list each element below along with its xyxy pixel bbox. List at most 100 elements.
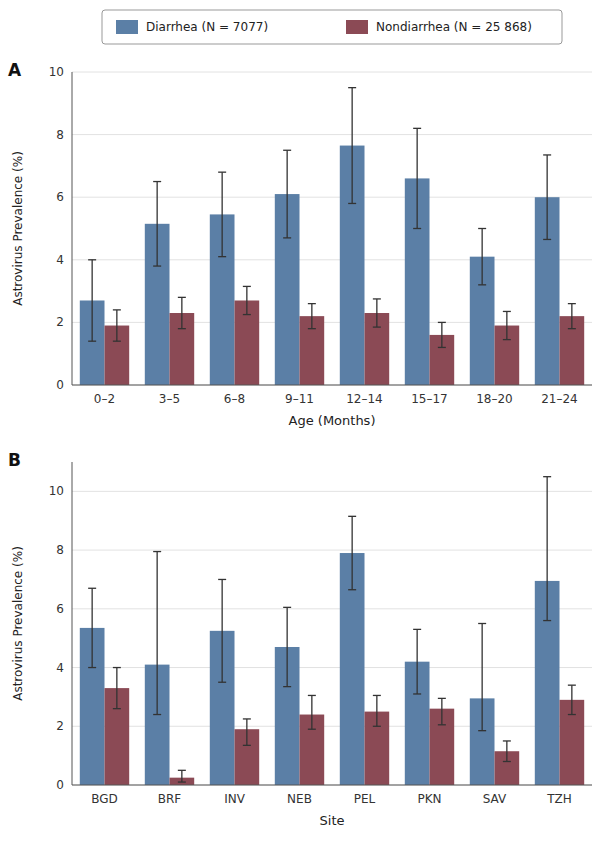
y-tick-label: 0 <box>56 378 64 392</box>
error-stem <box>376 299 377 327</box>
legend-box <box>102 10 562 44</box>
x-tick-label: 18–20 <box>476 392 513 406</box>
y-tick-label: 2 <box>56 315 64 329</box>
x-tick-label: 15–17 <box>411 392 448 406</box>
y-tick-label: 4 <box>56 661 64 675</box>
x-tick-label: INV <box>224 792 246 806</box>
y-tick-label: 10 <box>49 484 64 498</box>
y-tick-label: 2 <box>56 719 64 733</box>
x-tick-label: 9–11 <box>285 392 314 406</box>
error-cap <box>568 714 576 715</box>
panel-label: A <box>8 60 22 80</box>
error-stem <box>181 297 182 328</box>
error-stem <box>156 182 157 267</box>
error-bar <box>348 88 356 204</box>
x-tick-label: PKN <box>417 792 441 806</box>
error-stem <box>92 260 93 341</box>
grid-line <box>72 134 592 135</box>
error-stem <box>92 588 93 667</box>
legend-swatch <box>346 20 368 34</box>
error-stem <box>481 229 482 285</box>
error-cap <box>438 724 446 725</box>
error-stem <box>416 128 417 228</box>
error-cap <box>243 286 251 287</box>
error-cap <box>178 770 186 771</box>
error-cap <box>218 682 226 683</box>
error-bar <box>568 685 576 714</box>
error-cap <box>348 87 356 88</box>
panel: B0246810BGDBRFINVNEBPELPKNSAVTZHSiteAstr… <box>8 450 592 828</box>
error-cap <box>218 172 226 173</box>
error-cap <box>308 729 316 730</box>
error-cap <box>113 708 121 709</box>
error-stem <box>506 311 507 339</box>
y-tick-label: 10 <box>49 65 64 79</box>
error-bar <box>88 260 96 341</box>
error-stem <box>311 304 312 329</box>
error-stem <box>246 286 247 314</box>
error-cap <box>88 588 96 589</box>
grid-line <box>72 491 592 492</box>
error-cap <box>308 328 316 329</box>
error-cap <box>413 693 421 694</box>
error-cap <box>413 629 421 630</box>
x-tick-label: BGD <box>91 792 118 806</box>
marks <box>80 88 584 385</box>
error-stem <box>376 695 377 726</box>
error-cap <box>568 328 576 329</box>
error-stem <box>181 770 182 782</box>
legend-swatch <box>116 20 138 34</box>
error-bar <box>373 695 381 726</box>
error-stem <box>571 685 572 714</box>
error-cap <box>308 303 316 304</box>
error-stem <box>116 310 117 341</box>
error-bar <box>283 607 291 686</box>
error-cap <box>503 339 511 340</box>
error-cap <box>113 309 121 310</box>
error-stem <box>547 155 548 240</box>
error-bar <box>308 695 316 729</box>
error-stem <box>286 607 287 686</box>
error-bar <box>153 552 161 715</box>
error-bar <box>478 624 486 731</box>
error-stem <box>246 719 247 745</box>
grid-line <box>72 550 592 551</box>
error-bar <box>218 172 226 257</box>
y-tick-label: 0 <box>56 778 64 792</box>
error-stem <box>116 668 117 709</box>
x-tick-label: PEL <box>354 792 376 806</box>
error-bar <box>348 516 356 589</box>
error-cap <box>438 322 446 323</box>
error-cap <box>308 695 316 696</box>
error-cap <box>283 150 291 151</box>
panel-label: B <box>8 450 21 470</box>
error-cap <box>243 718 251 719</box>
error-cap <box>373 726 381 727</box>
error-cap <box>178 297 186 298</box>
error-cap <box>503 311 511 312</box>
error-stem <box>156 552 157 715</box>
error-cap <box>113 667 121 668</box>
error-bar <box>178 770 186 782</box>
error-cap <box>218 256 226 257</box>
error-cap <box>218 579 226 580</box>
figure: Diarrhea (N = 7077)Nondiarrhea (N = 25 8… <box>0 0 606 852</box>
error-stem <box>221 579 222 682</box>
x-tick-label: 0–2 <box>94 392 115 406</box>
error-stem <box>571 304 572 329</box>
x-axis-title: Age (Months) <box>289 413 376 428</box>
x-tick-label: BRF <box>158 792 182 806</box>
y-axis-line <box>72 462 73 785</box>
x-tick-label: NEB <box>287 792 312 806</box>
x-axis-line <box>72 785 592 786</box>
y-axis-title: Astrovirus Prevalence (%) <box>11 151 25 306</box>
error-cap <box>503 761 511 762</box>
error-cap <box>113 341 121 342</box>
error-bar <box>113 668 121 709</box>
error-cap <box>373 326 381 327</box>
error-cap <box>373 695 381 696</box>
grid-line <box>72 385 592 386</box>
error-stem <box>441 698 442 724</box>
grid-line <box>72 785 592 786</box>
error-cap <box>153 714 161 715</box>
